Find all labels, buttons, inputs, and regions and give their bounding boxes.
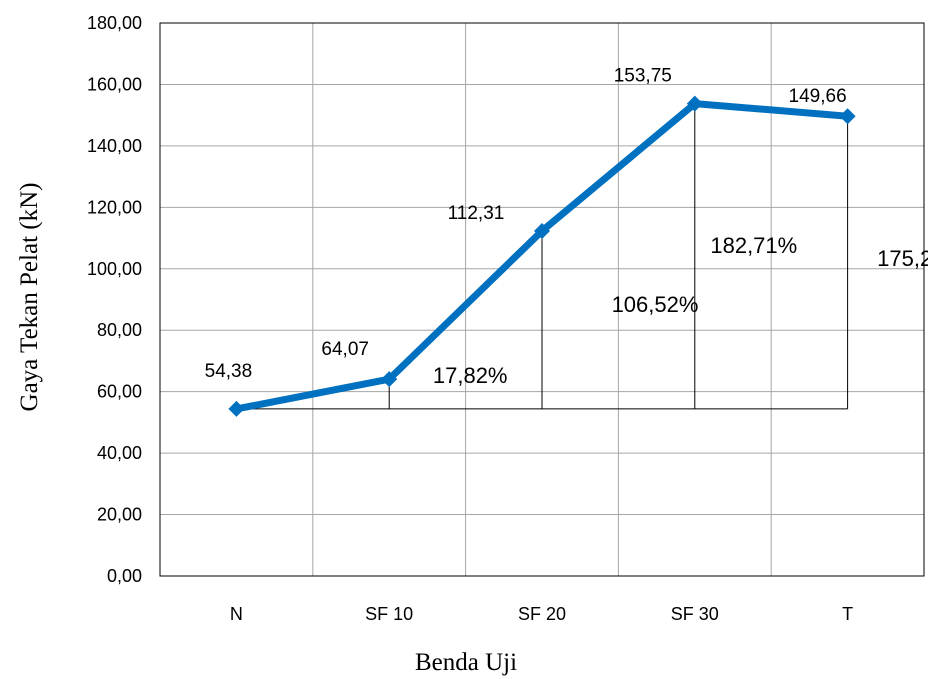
increase-label: 106,52%: [612, 292, 699, 317]
y-tick-label: 20,00: [97, 505, 142, 525]
y-tick-label: 120,00: [87, 197, 142, 217]
data-label: 54,38: [205, 361, 253, 382]
data-point-marker: [686, 95, 703, 112]
data-point-marker: [381, 371, 398, 388]
y-tick-label: 40,00: [97, 443, 142, 463]
data-label: 64,07: [321, 339, 369, 360]
x-axis-ticks: N SF 10 SF 20 SF 30 T: [230, 604, 853, 624]
increase-label: 182,71%: [710, 233, 797, 258]
data-label: 153,75: [614, 66, 672, 87]
x-tick-label: SF 10: [365, 604, 413, 624]
y-tick-label: 160,00: [87, 74, 142, 94]
plot-border: [159, 22, 925, 577]
data-point-marker: [228, 400, 245, 417]
data-label: 112,31: [448, 203, 505, 224]
y-axis-ticks: 0,00 20,00 40,00 60,00 80,00 100,00 120,00 140,…: [87, 13, 142, 586]
x-axis-title: Benda Uji: [415, 649, 517, 676]
increase-percent-labels: 17,82% 106,52% 182,71% 175,20%: [433, 233, 928, 388]
y-axis-title: Gaya Tekan Pelat (kN): [16, 183, 43, 412]
y-tick-label: 140,00: [87, 136, 142, 156]
data-point-marker: [839, 108, 856, 125]
y-tick-label: 60,00: [97, 382, 142, 402]
x-tick-label: SF 20: [518, 604, 566, 624]
y-tick-label: 100,00: [87, 259, 142, 279]
y-tick-label: 80,00: [97, 320, 142, 340]
increase-label: 17,82%: [433, 363, 508, 388]
x-tick-label: N: [230, 604, 243, 624]
y-tick-label: 180,00: [87, 13, 142, 33]
data-point-marker: [534, 222, 550, 239]
x-tick-label: SF 30: [671, 604, 719, 624]
data-label: 149,66: [789, 86, 847, 107]
series-line: [228, 95, 856, 417]
y-tick-label: 0,00: [107, 566, 142, 586]
data-labels: 54,38 64,07 112,31 153,75 149,66: [205, 66, 847, 382]
increase-label: 175,20%: [877, 246, 928, 271]
x-tick-label: T: [842, 604, 853, 624]
